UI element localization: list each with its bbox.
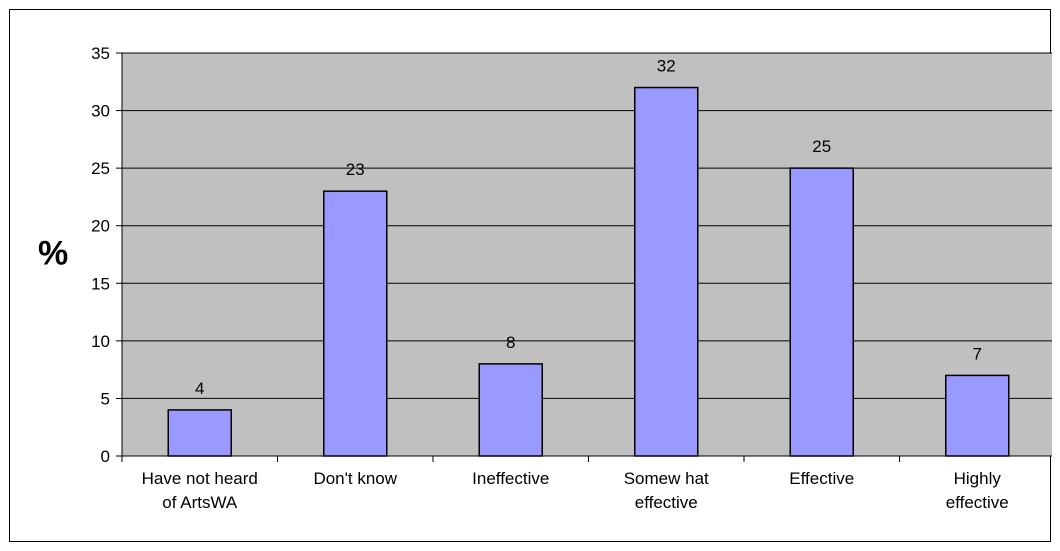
y-axis-ticks: 0 5 10 15 20 25 30 35 xyxy=(91,44,122,466)
x-tick-label: Ineffective xyxy=(472,469,549,488)
x-tick-label: Somew hat effective xyxy=(624,469,709,512)
bars xyxy=(167,86,1010,457)
y-tick-label: 35 xyxy=(91,44,110,63)
x-tick-label: Effective xyxy=(789,469,854,488)
y-axis-title: % xyxy=(38,235,68,273)
bar xyxy=(167,409,232,457)
y-tick-label: 15 xyxy=(91,274,110,293)
x-tick-label: Have not heard of ArtsWA xyxy=(142,469,258,512)
bar xyxy=(945,374,1010,457)
x-tick-label-line: effective xyxy=(635,493,698,512)
data-label: 32 xyxy=(657,57,676,76)
bar xyxy=(634,86,699,457)
plot-area xyxy=(122,53,1052,456)
y-tick-label: 0 xyxy=(101,447,110,466)
data-labels: 4 23 8 32 25 7 xyxy=(195,57,982,398)
x-tick-label: Don't know xyxy=(313,469,397,488)
x-tick-label-line: Effective xyxy=(789,469,854,488)
x-tick-label-line: of ArtsWA xyxy=(162,493,238,512)
y-tick-label: 10 xyxy=(91,332,110,351)
y-tick-label: 5 xyxy=(101,389,110,408)
x-tick-label-line: Ineffective xyxy=(472,469,549,488)
data-label: 8 xyxy=(506,333,515,352)
y-tick-label: 20 xyxy=(91,217,110,236)
x-tick-label-line: Somew hat xyxy=(624,469,709,488)
data-label: 25 xyxy=(812,137,831,156)
grid-lines xyxy=(122,52,1052,399)
x-tick-label-line: Have not heard xyxy=(142,469,258,488)
x-tick-label-line: Highly xyxy=(954,469,1002,488)
bar xyxy=(323,190,388,457)
bar-chart: 0 5 10 15 20 25 30 35 4 23 8 32 25 7 Have not heard o… xyxy=(38,44,1052,512)
x-tick-label-line: effective xyxy=(946,493,1009,512)
data-label: 7 xyxy=(973,344,982,363)
data-label: 23 xyxy=(346,160,365,179)
y-tick-label: 25 xyxy=(91,159,110,178)
bar xyxy=(478,363,543,457)
x-tick-label-line: Don't know xyxy=(313,469,397,488)
x-axis-ticks: Have not heard of ArtsWA Don't know Ineffec… xyxy=(121,456,1009,512)
chart-frame: 0 5 10 15 20 25 30 35 4 23 8 32 25 7 Have not heard o… xyxy=(9,9,1052,542)
bar xyxy=(789,167,854,457)
data-label: 4 xyxy=(195,379,204,398)
x-tick-label: Highly effective xyxy=(946,469,1009,512)
y-tick-label: 30 xyxy=(91,102,110,121)
